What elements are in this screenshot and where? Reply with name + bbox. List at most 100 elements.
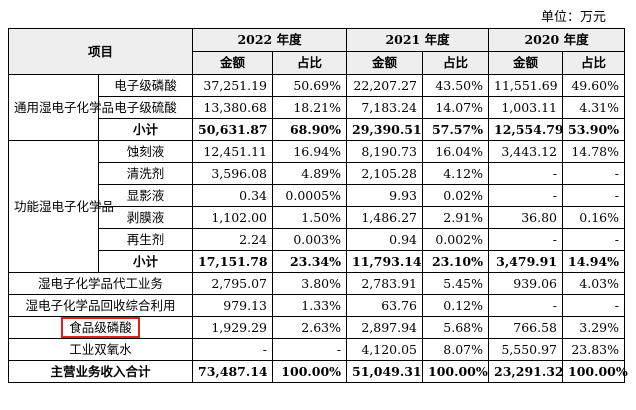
row-label: 显影液: [97, 184, 194, 207]
cell-value: 17,151.78: [192, 250, 274, 273]
header-row-columns: 金额 占比 金额 占比 金额 占比: [9, 51, 626, 75]
cell-value: 2.63%: [272, 316, 348, 339]
cell-value: 14.07%: [422, 96, 490, 119]
unit-label: 单位：万元: [540, 10, 606, 25]
row-label: 电子级磷酸: [97, 74, 194, 97]
cell-value: 18.21%: [272, 96, 348, 119]
header-amount: 金额: [488, 51, 564, 75]
header-year-2020: 2020 年度: [488, 28, 626, 52]
cell-value: 68.90%: [272, 118, 348, 141]
cell-value: 2,897.94: [346, 316, 424, 339]
cell-value: 2,783.91: [346, 272, 424, 295]
cell-value: 5.45%: [422, 272, 490, 295]
row-label-highlighted: 食品级磷酸: [7, 316, 194, 339]
row-label: 湿电子化学品代工业务: [7, 272, 194, 295]
header-amount: 金额: [346, 51, 424, 75]
cell-value: 5.68%: [422, 316, 490, 339]
cell-value: 2,795.07: [192, 272, 274, 295]
cell-value: -: [562, 162, 626, 185]
cell-value: 0.16%: [562, 206, 626, 229]
cell-value: 12,554.79: [488, 118, 564, 141]
table-row: 湿电子化学品回收综合利用 979.13 1.33% 63.76 0.12% - …: [7, 294, 626, 317]
cell-value: 49.60%: [562, 74, 626, 97]
cell-value: -: [562, 294, 626, 317]
cell-value: 1,102.00: [192, 206, 274, 229]
cell-value: 5,550.97: [488, 338, 564, 361]
subtotal-row: 小计 50,631.87 68.90% 29,390.51 57.57% 12,…: [9, 118, 626, 141]
cell-value: 2.24: [192, 228, 274, 251]
header-item: 项目: [7, 28, 194, 75]
cell-value: 11,793.14: [346, 250, 424, 273]
header-ratio: 占比: [422, 51, 490, 75]
cell-value: 0.12%: [422, 294, 490, 317]
cell-value: 0.94: [346, 228, 424, 251]
table-row: 工业双氧水 - - 4,120.05 8.07% 5,550.97 23.83%: [7, 338, 626, 361]
cell-value: -: [488, 294, 564, 317]
cell-value: 1.33%: [272, 294, 348, 317]
revenue-table: 项目 2022 年度 2021 年度 2020 年度 金额 占比 金额 占比 金…: [7, 28, 628, 383]
table-row: 再生剂 2.24 0.003% 0.94 0.002% - -: [9, 228, 626, 251]
cell-value: 0.02%: [422, 184, 490, 207]
cell-value: 23.34%: [272, 250, 348, 273]
cell-value: 1,003.11: [488, 96, 564, 119]
group-general-label: 通用湿电子化学品: [8, 74, 114, 141]
cell-value: 1.50%: [272, 206, 348, 229]
table-row: 清洗剂 3,596.08 4.89% 2,105.28 4.12% - -: [9, 162, 626, 185]
cell-value: -: [562, 228, 626, 251]
cell-value: 23.83%: [562, 338, 626, 361]
cell-value: 979.13: [192, 294, 274, 317]
header-row-years: 项目 2022 年度 2021 年度 2020 年度: [7, 28, 626, 75]
cell-value: 3,479.91: [488, 250, 564, 273]
cell-value: 12,451.11: [192, 140, 274, 163]
row-label: 小计: [97, 118, 194, 141]
cell-value: 0.0005%: [272, 184, 348, 207]
cell-value: -: [488, 228, 564, 251]
header-year-2022: 2022 年度: [192, 28, 348, 52]
cell-value: 100.00%: [272, 360, 348, 383]
cell-value: 0.002%: [422, 228, 490, 251]
cell-value: 37,251.19: [192, 74, 274, 97]
highlight-box: 食品级磷酸: [61, 317, 140, 338]
cell-value: 4.12%: [422, 162, 490, 185]
cell-value: -: [488, 184, 564, 207]
cell-value: 0.34: [192, 184, 274, 207]
cell-value: 53.90%: [562, 118, 626, 141]
cell-value: 4.89%: [272, 162, 348, 185]
row-label: 再生剂: [97, 228, 194, 251]
cell-value: 0.003%: [272, 228, 348, 251]
cell-value: 29,390.51: [346, 118, 424, 141]
cell-value: 57.57%: [422, 118, 490, 141]
cell-value: 23.10%: [422, 250, 490, 273]
cell-value: 9.93: [346, 184, 424, 207]
cell-value: 11,551.69: [488, 74, 564, 97]
table-row: 湿电子化学品代工业务 2,795.07 3.80% 2,783.91 5.45%…: [7, 272, 626, 295]
header-ratio: 占比: [272, 51, 348, 75]
cell-value: 2.91%: [422, 206, 490, 229]
cell-value: 14.78%: [562, 140, 626, 163]
cell-value: 22,207.27: [346, 74, 424, 97]
row-label: 清洗剂: [97, 162, 194, 185]
group-functional-label: 功能湿电子化学品: [8, 140, 114, 273]
cell-value: -: [272, 338, 348, 361]
header-year-2021: 2021 年度: [346, 28, 490, 52]
row-label: 湿电子化学品回收综合利用: [7, 294, 194, 317]
cell-value: -: [562, 184, 626, 207]
cell-value: 14.94%: [562, 250, 626, 273]
row-label: 蚀刻液: [97, 140, 194, 163]
cell-value: 939.06: [488, 272, 564, 295]
cell-value: 63.76: [346, 294, 424, 317]
cell-value: -: [488, 162, 564, 185]
row-label: 小计: [97, 250, 194, 273]
header-ratio: 占比: [562, 51, 626, 75]
cell-value: 73,487.14: [192, 360, 274, 383]
header-amount: 金额: [192, 51, 274, 75]
cell-value: 13,380.68: [192, 96, 274, 119]
cell-value: 16.04%: [422, 140, 490, 163]
cell-value: 3.80%: [272, 272, 348, 295]
cell-value: 51,049.31: [346, 360, 424, 383]
cell-value: 3,443.12: [488, 140, 564, 163]
total-row: 主营业务收入合计 73,487.14 100.00% 51,049.31 100…: [7, 360, 628, 383]
cell-value: 8.07%: [422, 338, 490, 361]
cell-value: 7,183.24: [346, 96, 424, 119]
table-row: 功能湿电子化学品 蚀刻液 12,451.11 16.94% 8,190.73 1…: [8, 140, 626, 273]
